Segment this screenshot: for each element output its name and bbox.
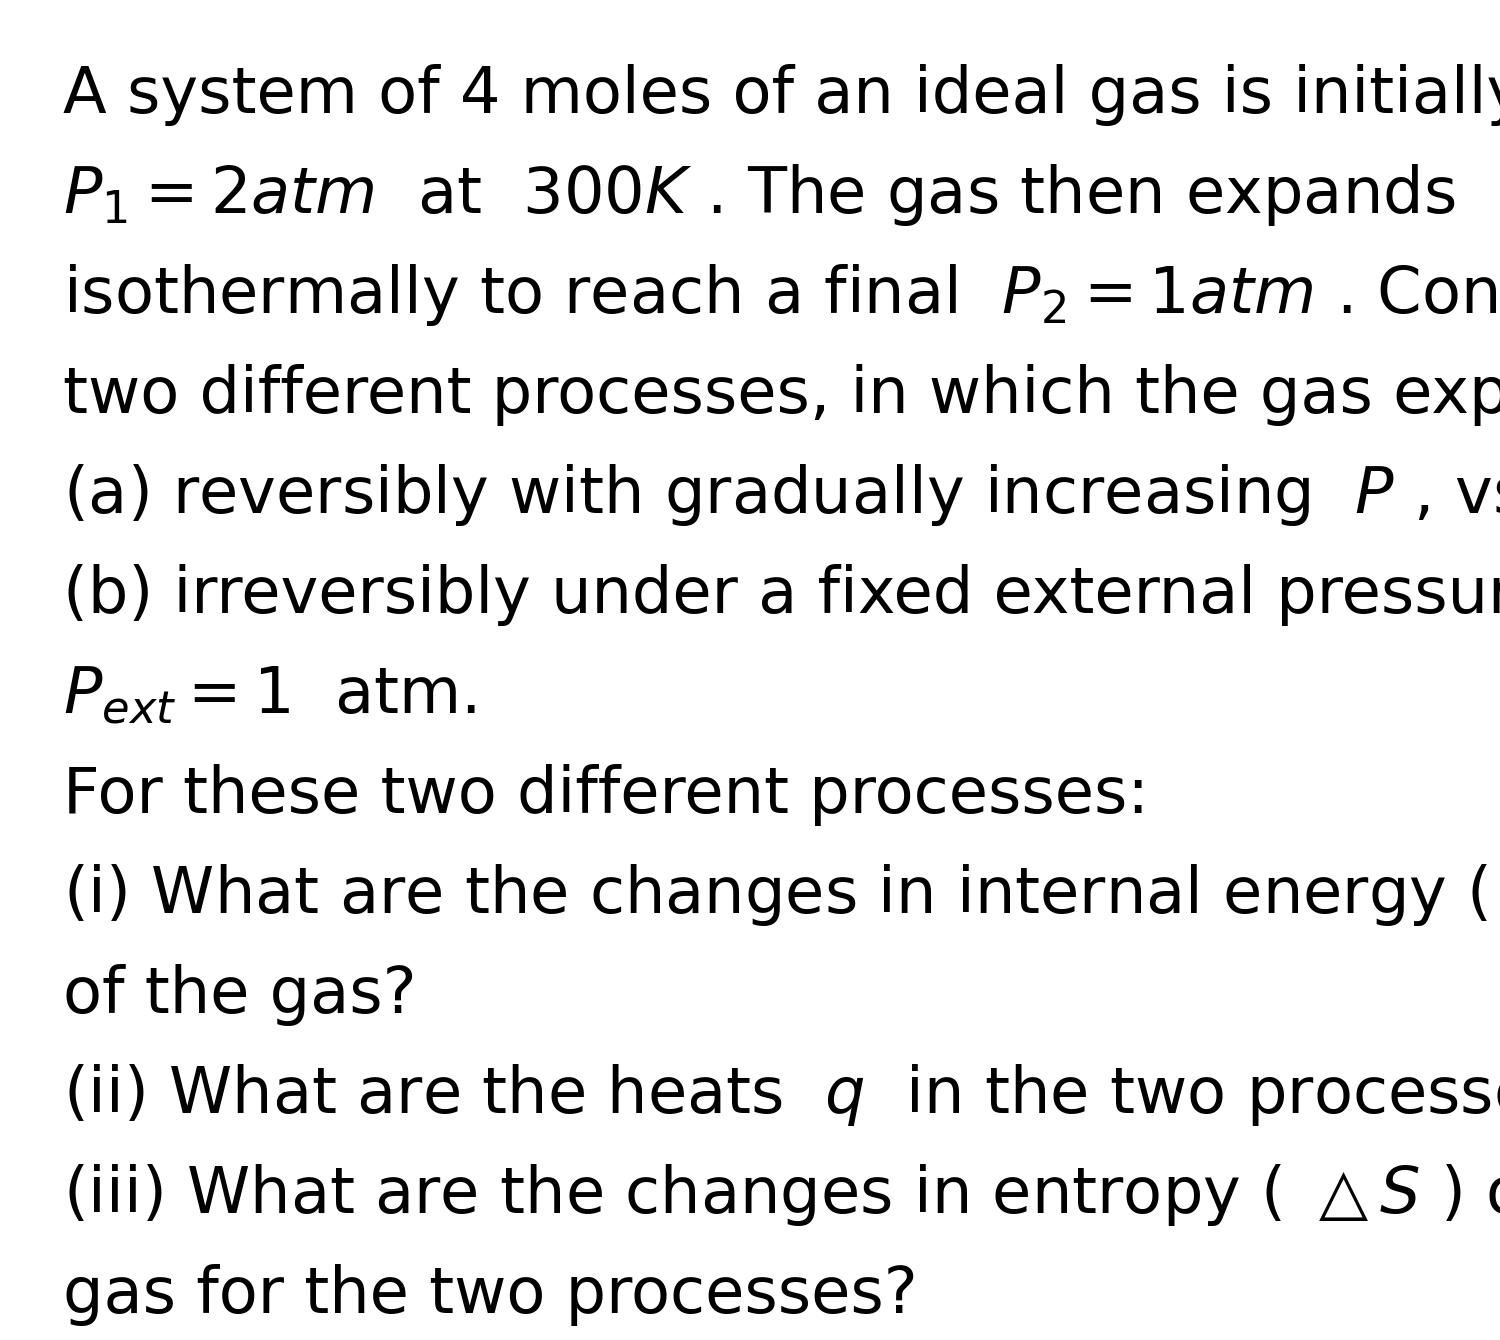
Text: isothermally to reach a final  $P_2 = 1atm$ . Consider: isothermally to reach a final $P_2 = 1at… (63, 263, 1500, 328)
Text: gas for the two processes?: gas for the two processes? (63, 1264, 918, 1327)
Text: (ii) What are the heats  $q$  in the two processes?: (ii) What are the heats $q$ in the two p… (63, 1063, 1500, 1128)
Text: (iii) What are the changes in entropy ( $\triangle S$ ) of the: (iii) What are the changes in entropy ( … (63, 1162, 1500, 1227)
Text: For these two different processes:: For these two different processes: (63, 764, 1149, 825)
Text: (b) irreversibly under a fixed external pressure of: (b) irreversibly under a fixed external … (63, 564, 1500, 626)
Text: A system of 4 moles of an ideal gas is initially at: A system of 4 moles of an ideal gas is i… (63, 64, 1500, 126)
Text: two different processes, in which the gas expands: two different processes, in which the ga… (63, 364, 1500, 426)
Text: $P_{ext} = 1$  atm.: $P_{ext} = 1$ atm. (63, 665, 477, 726)
Text: (i) What are the changes in internal energy ( $\triangle U$ ): (i) What are the changes in internal ene… (63, 862, 1500, 929)
Text: of the gas?: of the gas? (63, 963, 417, 1026)
Text: (a) reversibly with gradually increasing  $P$ , vs.: (a) reversibly with gradually increasing… (63, 462, 1500, 528)
Text: $P_1 = 2atm$  at  $300K$ . The gas then expands: $P_1 = 2atm$ at $300K$ . The gas then ex… (63, 162, 1455, 228)
